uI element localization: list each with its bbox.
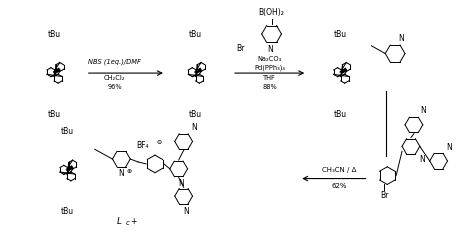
Text: NBS (1eq.)/DMF: NBS (1eq.)/DMF <box>88 58 141 65</box>
Text: +: + <box>130 217 137 226</box>
Text: 62%: 62% <box>331 183 346 189</box>
Text: tBu: tBu <box>189 30 202 39</box>
Text: N: N <box>268 45 273 54</box>
Text: c: c <box>125 220 129 227</box>
Text: tBu: tBu <box>61 207 73 216</box>
Text: B(OH)₂: B(OH)₂ <box>259 9 284 18</box>
Text: N: N <box>420 106 426 115</box>
Text: N: N <box>118 169 124 178</box>
Text: THF: THF <box>263 75 276 81</box>
Text: N: N <box>178 178 183 187</box>
Text: L: L <box>117 217 122 226</box>
Text: tBu: tBu <box>334 109 347 118</box>
Text: tBu: tBu <box>47 30 61 39</box>
Text: Pd(PPh₃)₄: Pd(PPh₃)₄ <box>254 65 285 72</box>
Text: CH₂Cl₂: CH₂Cl₂ <box>104 75 125 81</box>
Text: tBu: tBu <box>61 127 73 136</box>
Text: CH₃CN / Δ: CH₃CN / Δ <box>321 167 356 173</box>
Text: N: N <box>184 207 190 216</box>
Text: 88%: 88% <box>262 84 277 90</box>
Text: N: N <box>398 34 404 43</box>
Text: BF₄: BF₄ <box>136 141 149 150</box>
Text: tBu: tBu <box>47 109 61 118</box>
Text: ⊕: ⊕ <box>126 169 132 174</box>
Text: Br: Br <box>380 191 388 200</box>
Text: Br: Br <box>236 44 245 53</box>
Text: 96%: 96% <box>107 84 122 90</box>
Text: tBu: tBu <box>189 109 202 118</box>
Text: N: N <box>447 143 452 152</box>
Text: N: N <box>419 155 425 164</box>
Text: N: N <box>191 123 197 132</box>
Text: Na₂CO₃: Na₂CO₃ <box>257 56 282 62</box>
Text: ⊖: ⊖ <box>156 140 161 145</box>
Text: tBu: tBu <box>334 30 347 39</box>
